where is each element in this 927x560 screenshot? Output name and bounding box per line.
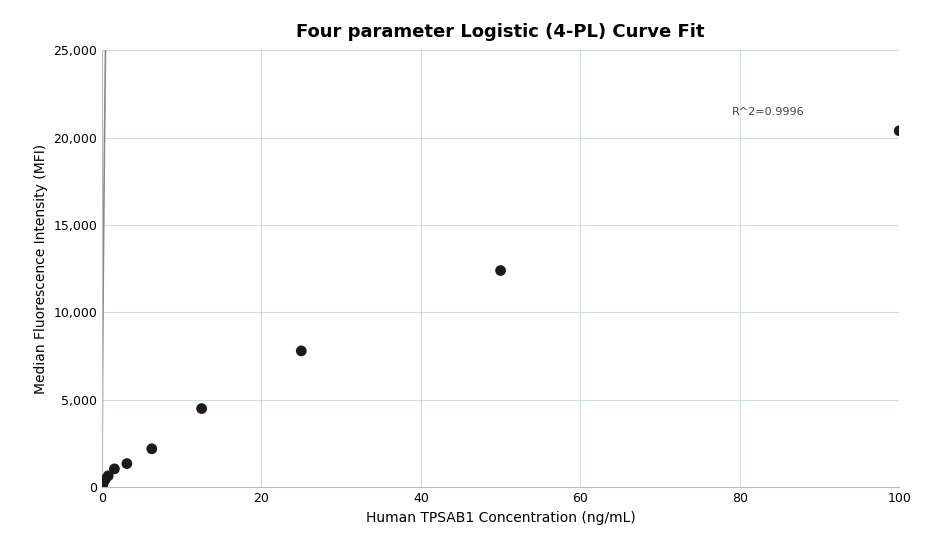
Title: Four parameter Logistic (4-PL) Curve Fit: Four parameter Logistic (4-PL) Curve Fit (297, 22, 705, 40)
Text: R^2=0.9996: R^2=0.9996 (731, 107, 805, 117)
Y-axis label: Median Fluorescence Intensity (MFI): Median Fluorescence Intensity (MFI) (33, 144, 47, 394)
Point (194, 404, 209, 413)
X-axis label: Human TPSAB1 Concentration (ng/mL): Human TPSAB1 Concentration (ng/mL) (366, 511, 635, 525)
Point (101, 472, 116, 480)
Point (493, 266, 508, 275)
Point (892, 127, 907, 136)
Point (96, 478, 111, 487)
Point (107, 464, 121, 473)
Point (120, 459, 134, 468)
Point (294, 347, 309, 356)
Point (95, 480, 110, 489)
Point (145, 444, 159, 453)
Point (97, 475, 112, 484)
